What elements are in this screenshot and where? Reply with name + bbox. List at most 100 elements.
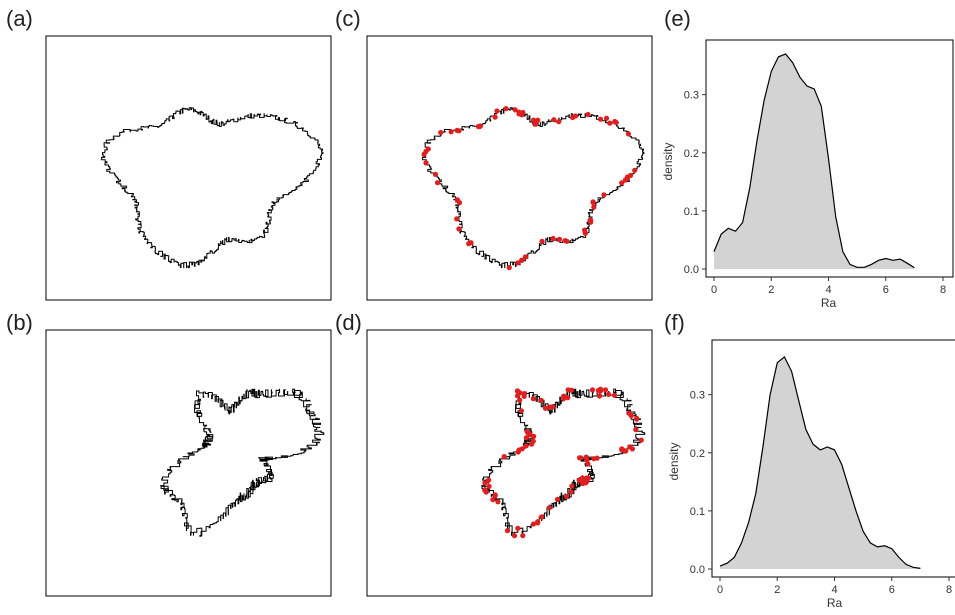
feature-point — [519, 446, 525, 452]
feature-point — [524, 429, 530, 435]
feature-point — [529, 441, 535, 447]
feature-point — [568, 489, 574, 495]
feature-point — [596, 393, 603, 399]
y-axis-label: density — [667, 442, 681, 480]
panel-frame-c — [366, 35, 653, 301]
feature-point — [501, 454, 507, 460]
x-tick-label: 4 — [831, 584, 837, 596]
x-tick-label: 8 — [940, 284, 946, 296]
feature-point — [530, 117, 537, 123]
density-chart-f: 0 2 4 6 8 0.0 0.1 0.2 0.3 Ra density — [667, 339, 955, 610]
feature-point — [562, 238, 568, 244]
feature-point — [456, 226, 462, 232]
feature-point — [638, 437, 644, 443]
x-tick-label: 2 — [768, 284, 774, 296]
feature-point — [589, 387, 596, 393]
y-tick-label: 0.1 — [690, 506, 705, 518]
feature-point — [514, 393, 521, 399]
feature-point — [576, 477, 582, 483]
feature-point — [556, 236, 563, 242]
feature-point — [519, 257, 525, 263]
feature-point — [554, 496, 561, 502]
y-tick-label: 0.0 — [690, 564, 705, 576]
feature-point — [597, 386, 604, 392]
feature-points-c — [421, 106, 638, 271]
feature-point — [506, 265, 512, 271]
feature-point — [590, 199, 596, 205]
outline-path — [160, 388, 325, 537]
panel-label-b: (b) — [6, 310, 33, 335]
panel-label-a: (a) — [6, 6, 33, 31]
x-axis-label: Ra — [821, 296, 837, 310]
panel-label-e: (e) — [664, 6, 691, 31]
cell-outline-b — [160, 388, 325, 537]
feature-point — [511, 533, 518, 539]
feature-point — [533, 121, 539, 127]
feature-point — [578, 455, 584, 461]
x-tick-label: 0 — [711, 284, 717, 296]
feature-point — [619, 446, 625, 452]
x-tick-label: 2 — [774, 584, 780, 596]
feature-point — [448, 129, 454, 135]
feature-point — [466, 241, 472, 247]
feature-point — [522, 254, 529, 260]
x-tick-label: 6 — [883, 284, 889, 296]
feature-point — [492, 114, 498, 120]
y-tick-label: 0.0 — [684, 264, 699, 276]
feature-point — [603, 115, 610, 121]
feature-point — [530, 521, 537, 527]
cell-outline-a — [101, 107, 324, 269]
panel-label-f: (f) — [664, 310, 685, 335]
feature-point — [625, 131, 632, 137]
feature-point — [634, 416, 640, 422]
feature-point — [539, 514, 545, 520]
x-tick-label: 6 — [889, 584, 895, 596]
feature-point — [611, 392, 618, 398]
feature-point — [454, 216, 460, 222]
feature-point — [565, 387, 571, 393]
y-tick-label: 0.2 — [684, 148, 699, 160]
x-axis-label: Ra — [827, 596, 843, 610]
feature-point — [587, 217, 593, 223]
panel-frame-d — [366, 329, 653, 597]
feature-point — [546, 505, 553, 511]
feature-point — [591, 204, 597, 210]
feature-point — [538, 397, 544, 403]
feature-point — [518, 408, 525, 414]
y-tick-label: 0.3 — [684, 90, 699, 102]
density-area — [720, 356, 921, 569]
feature-point — [486, 483, 492, 489]
feature-point — [632, 167, 638, 173]
feature-point — [565, 395, 571, 401]
feature-point — [516, 111, 522, 117]
panel-frame-a — [45, 35, 332, 301]
feature-point — [542, 405, 549, 411]
feature-point — [561, 396, 567, 402]
feature-point — [520, 109, 526, 116]
feature-point — [582, 227, 588, 233]
feature-point — [523, 435, 530, 441]
feature-point — [512, 107, 518, 113]
density-chart-e: 0 2 4 6 8 0.0 0.1 0.2 0.3 Ra density — [661, 39, 954, 310]
feature-point — [515, 260, 521, 266]
x-tick-label: 0 — [717, 584, 723, 596]
feature-point — [490, 497, 496, 503]
feature-point — [606, 391, 612, 397]
feature-point — [597, 116, 604, 122]
feature-point — [523, 443, 529, 449]
panel-frame-b — [45, 329, 332, 597]
y-tick-label: 0.1 — [684, 206, 699, 218]
feature-point — [492, 493, 498, 499]
y-axis-label: density — [661, 142, 675, 180]
feature-point — [607, 120, 613, 126]
feature-point — [477, 123, 483, 129]
feature-point — [633, 427, 639, 433]
feature-point — [602, 387, 609, 393]
feature-point — [535, 520, 541, 526]
plot-frame — [705, 39, 954, 278]
feature-points-d — [482, 386, 644, 539]
feature-point — [517, 397, 523, 403]
density-line — [713, 53, 915, 269]
panel-label-c: (c) — [335, 6, 361, 31]
